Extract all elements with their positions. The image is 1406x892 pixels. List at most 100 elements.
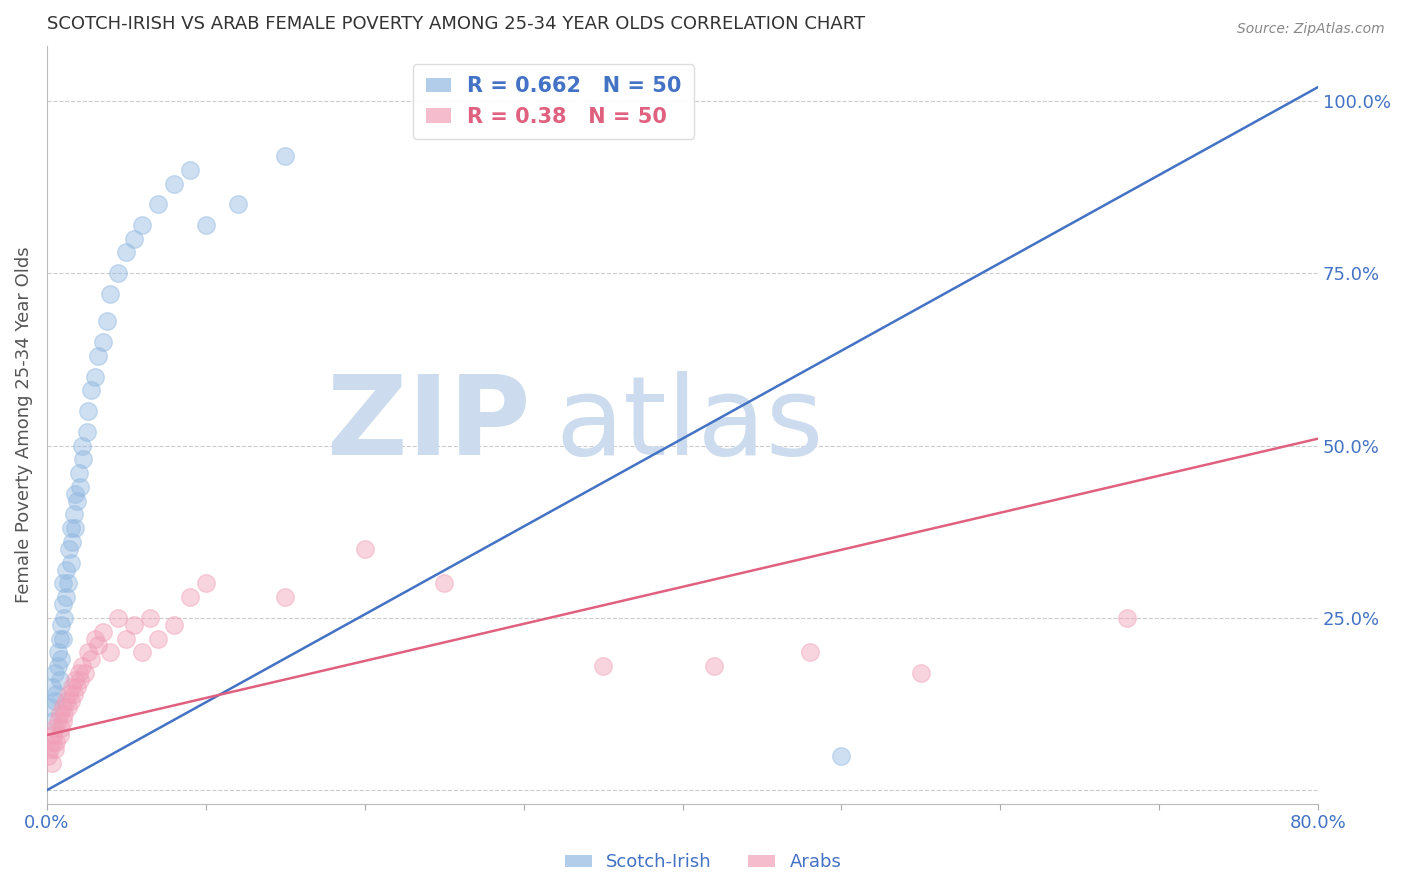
- Point: [46, 714, 69, 729]
- Point: [52, 632, 75, 646]
- Point: [41, 680, 63, 694]
- Point: [131, 218, 153, 232]
- Point: [46, 645, 69, 659]
- Point: [70, 659, 93, 673]
- Point: [39, 741, 62, 756]
- Point: [100, 645, 122, 659]
- Text: atlas: atlas: [555, 371, 824, 478]
- Point: [433, 576, 456, 591]
- Legend: Scotch-Irish, Arabs: Scotch-Irish, Arabs: [557, 847, 849, 879]
- Point: [65, 521, 87, 535]
- Point: [139, 611, 162, 625]
- Point: [45, 687, 67, 701]
- Point: [77, 404, 100, 418]
- Point: [59, 521, 82, 535]
- Point: [146, 632, 169, 646]
- Point: [63, 687, 86, 701]
- Point: [194, 576, 217, 591]
- Point: [58, 541, 80, 556]
- Point: [55, 693, 77, 707]
- Point: [70, 438, 93, 452]
- Point: [56, 576, 79, 591]
- Point: [107, 266, 129, 280]
- Point: [124, 232, 146, 246]
- Point: [73, 665, 96, 680]
- Point: [52, 714, 75, 729]
- Point: [91, 335, 114, 350]
- Point: [87, 639, 110, 653]
- Point: [51, 652, 73, 666]
- Point: [42, 714, 65, 729]
- Point: [67, 665, 90, 680]
- Point: [107, 611, 129, 625]
- Point: [65, 673, 87, 687]
- Point: [45, 735, 67, 749]
- Point: [830, 748, 852, 763]
- Text: SCOTCH-IRISH VS ARAB FEMALE POVERTY AMONG 25-34 YEAR OLDS CORRELATION CHART: SCOTCH-IRISH VS ARAB FEMALE POVERTY AMON…: [46, 15, 865, 33]
- Point: [72, 452, 94, 467]
- Point: [48, 707, 70, 722]
- Point: [131, 645, 153, 659]
- Point: [66, 493, 89, 508]
- Point: [48, 728, 70, 742]
- Point: [124, 617, 146, 632]
- Point: [63, 508, 86, 522]
- Point: [44, 721, 66, 735]
- Point: [41, 756, 63, 770]
- Point: [592, 659, 614, 673]
- Point: [42, 735, 65, 749]
- Point: [799, 645, 821, 659]
- Text: Source: ZipAtlas.com: Source: ZipAtlas.com: [1237, 22, 1385, 37]
- Point: [69, 480, 91, 494]
- Point: [52, 597, 75, 611]
- Point: [39, 700, 62, 714]
- Point: [58, 687, 80, 701]
- Point: [46, 659, 69, 673]
- Point: [87, 349, 110, 363]
- Point: [91, 624, 114, 639]
- Point: [52, 576, 75, 591]
- Point: [274, 590, 297, 604]
- Point: [42, 728, 65, 742]
- Point: [48, 632, 70, 646]
- Point: [179, 162, 201, 177]
- Point: [353, 541, 375, 556]
- Point: [60, 680, 83, 694]
- Point: [115, 245, 138, 260]
- Legend: R = 0.662   N = 50, R = 0.38   N = 50: R = 0.662 N = 50, R = 0.38 N = 50: [413, 63, 695, 139]
- Point: [83, 369, 105, 384]
- Point: [226, 197, 249, 211]
- Point: [96, 314, 118, 328]
- Point: [274, 149, 297, 163]
- Point: [44, 665, 66, 680]
- Point: [80, 384, 103, 398]
- Point: [55, 563, 77, 577]
- Y-axis label: Female Poverty Among 25-34 Year Olds: Female Poverty Among 25-34 Year Olds: [15, 246, 32, 603]
- Point: [163, 617, 186, 632]
- Point: [83, 632, 105, 646]
- Point: [59, 556, 82, 570]
- Point: [100, 286, 122, 301]
- Point: [53, 611, 76, 625]
- Point: [77, 645, 100, 659]
- Point: [53, 707, 76, 722]
- Point: [56, 700, 79, 714]
- Point: [146, 197, 169, 211]
- Point: [163, 177, 186, 191]
- Point: [59, 693, 82, 707]
- Point: [37, 748, 59, 763]
- Point: [69, 673, 91, 687]
- Point: [194, 218, 217, 232]
- Point: [51, 721, 73, 735]
- Point: [65, 487, 87, 501]
- Point: [48, 673, 70, 687]
- Point: [703, 659, 725, 673]
- Point: [66, 680, 89, 694]
- Point: [55, 590, 77, 604]
- Point: [60, 535, 83, 549]
- Point: [115, 632, 138, 646]
- Point: [76, 425, 98, 439]
- Point: [44, 693, 66, 707]
- Point: [910, 665, 932, 680]
- Point: [52, 700, 75, 714]
